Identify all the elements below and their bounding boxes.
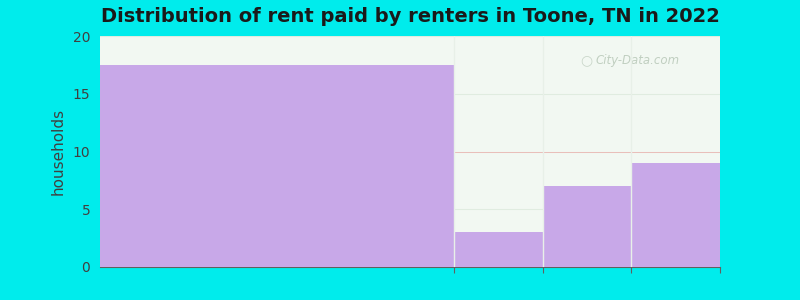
Y-axis label: households: households (50, 108, 66, 195)
Bar (543, 186, 631, 267)
Bar (631, 163, 720, 267)
Text: ○: ○ (581, 53, 593, 67)
Bar (100, 65, 454, 267)
Title: Distribution of rent paid by renters in Toone, TN in 2022: Distribution of rent paid by renters in … (101, 7, 719, 26)
Text: City-Data.com: City-Data.com (596, 55, 680, 68)
Bar (454, 232, 543, 267)
